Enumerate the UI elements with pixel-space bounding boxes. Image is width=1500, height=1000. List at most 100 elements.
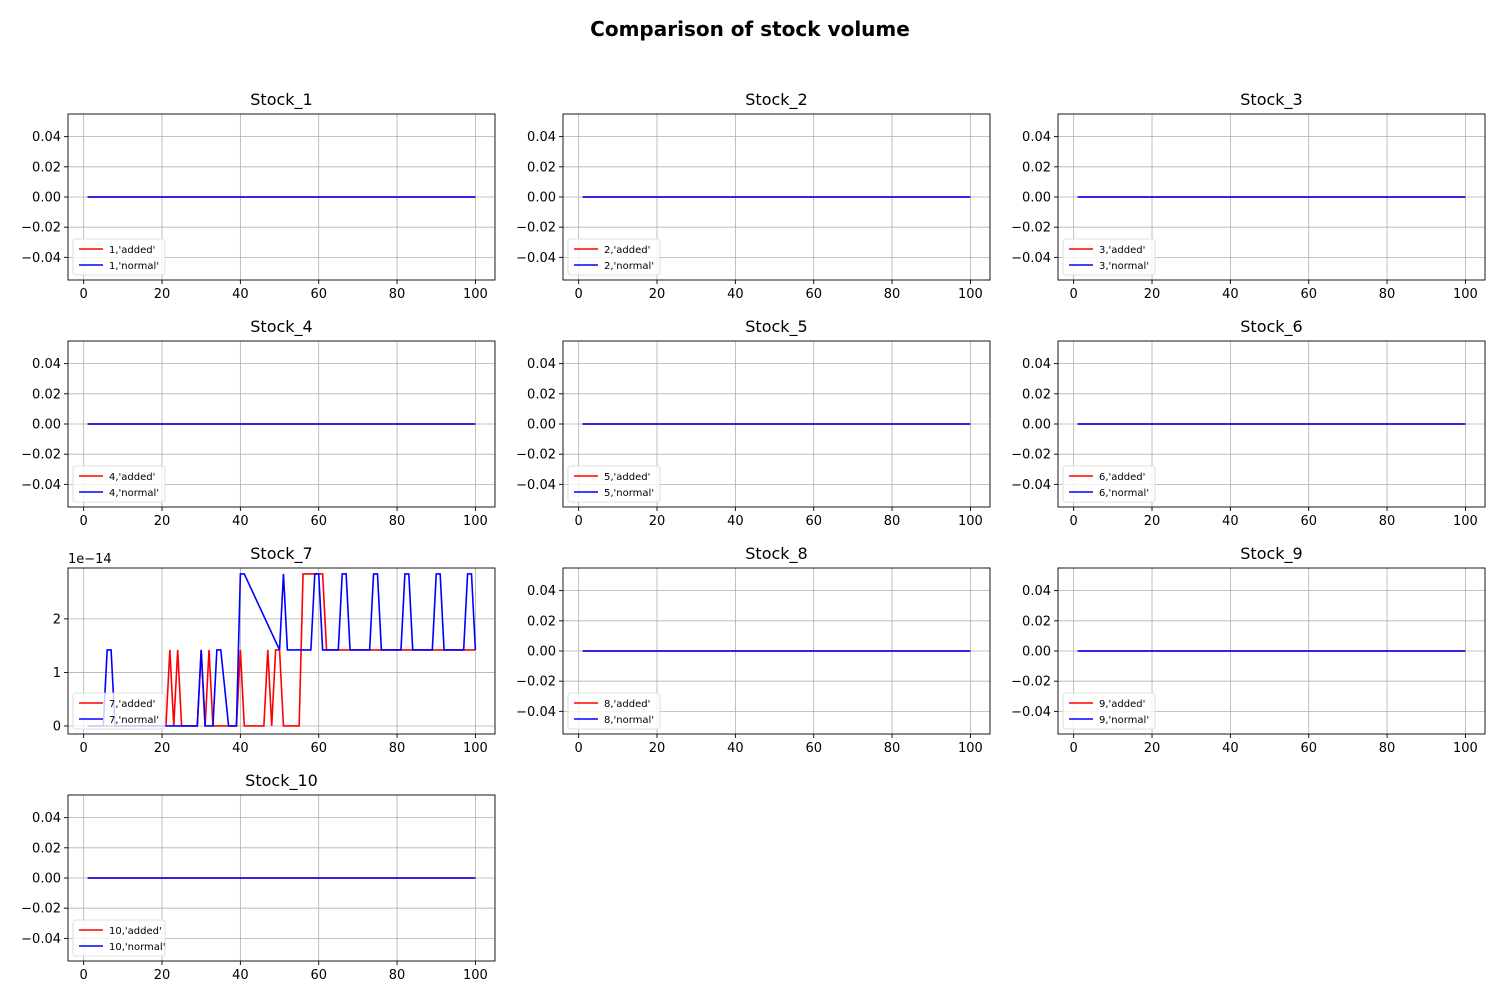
y-tick-label: −0.02 [516,221,556,236]
y-tick-label: 0.04 [1022,357,1051,372]
legend: 10,'added' 10,'normal' [72,919,165,957]
axes-frame [67,567,496,735]
subplot-10: 0 20 40 60 80 100 −0.04 −0.02 0.00 0.02 0.04 Stock_… [21,771,496,983]
legend: 7,'added' 7,'normal' [72,692,166,730]
y-tick-label: 0.00 [1022,645,1051,660]
x-tick-label: 60 [805,514,822,529]
y-tick-label: −0.02 [1011,221,1051,236]
x-tick-label: 100 [1453,741,1478,756]
legend-label: 4,'normal' [109,488,159,499]
legend-label: 7,'added' [109,699,155,710]
legend-box [1062,465,1156,503]
subplot-title: Stock_7 [250,544,312,564]
x-tick-label: 80 [1379,514,1396,529]
y-tick-label: −0.02 [1011,675,1051,690]
x-tick-label: 0 [1070,514,1078,529]
y-tick-label: 0.04 [527,130,556,145]
y-tick-label: 0.00 [527,645,556,660]
subplot-3: 0 20 40 60 80 100 −0.04 −0.02 0.00 0.02 0.04 Stock_… [1011,90,1486,302]
y-tick-label: 0.04 [1022,130,1051,145]
y-tick-label: −0.04 [516,705,556,720]
x-tick-label: 40 [232,741,249,756]
x-tick-label: 100 [958,287,983,302]
legend-label: 4,'added' [109,472,155,483]
y-tick-label: −0.02 [21,902,61,917]
legend: 5,'added' 5,'normal' [567,465,661,503]
y-tick-label: 0.02 [32,841,61,856]
y-tick-label: 0.02 [32,160,61,175]
subplot-1: 0 20 40 60 80 100 −0.04 −0.02 0.00 0.02 0.04 Stock_… [21,90,496,302]
legend-label: 8,'added' [604,699,650,710]
subplot-9: 0 20 40 60 80 100 −0.04 −0.02 0.00 0.02 0.04 Stock_… [1011,544,1486,756]
y-tick-label: 0.04 [32,811,61,826]
x-tick-label: 100 [463,514,488,529]
y-tick-label: 0.04 [1022,584,1051,599]
y-tick-label: −0.02 [21,221,61,236]
subplot-title: Stock_5 [745,317,807,337]
subplot-title: Stock_4 [250,317,312,337]
y-offset-label: 1e−14 [68,552,112,567]
y-tick-label: 0.04 [527,357,556,372]
y-tick-label: −0.04 [21,478,61,493]
x-tick-label: 100 [463,741,488,756]
y-tick-label: 0.04 [527,584,556,599]
subplot-title: Stock_6 [1240,317,1302,337]
legend-box [567,465,661,503]
legend-box [72,238,166,276]
x-tick-label: 60 [805,741,822,756]
legend-label: 3,'normal' [1099,261,1149,272]
legend-label: 2,'added' [604,245,650,256]
y-tick-label: −0.02 [516,448,556,463]
x-tick-label: 0 [80,514,88,529]
subplot-title: Stock_8 [745,544,807,564]
legend-box [1062,238,1156,276]
x-tick-label: 20 [1144,741,1161,756]
x-tick-label: 20 [649,287,666,302]
y-tick-label: 0.02 [32,387,61,402]
legend-label: 5,'normal' [604,488,654,499]
y-tick-label: 2 [53,612,61,627]
legend-box [1062,692,1156,730]
x-tick-label: 60 [310,741,327,756]
legend-box [72,465,166,503]
legend-box [72,692,166,730]
y-tick-label: 0.04 [32,130,61,145]
legend: 2,'added' 2,'normal' [567,238,661,276]
subplot-title: Stock_9 [1240,544,1302,564]
y-tick-label: 0 [53,719,61,734]
x-tick-label: 40 [1222,514,1239,529]
x-tick-label: 40 [727,741,744,756]
x-tick-label: 60 [310,514,327,529]
x-tick-label: 80 [389,741,406,756]
y-tick-label: 0.00 [1022,191,1051,206]
y-tick-label: −0.02 [516,675,556,690]
y-tick-label: 0.04 [32,357,61,372]
x-tick-label: 0 [1070,741,1078,756]
x-tick-label: 80 [884,287,901,302]
subplot-title: Stock_2 [745,90,807,110]
x-tick-label: 0 [80,968,88,983]
y-tick-label: −0.02 [1011,448,1051,463]
legend: 8,'added' 8,'normal' [567,692,661,730]
x-tick-label: 100 [463,287,488,302]
y-tick-label: 0.00 [1022,418,1051,433]
series-line [87,573,477,727]
x-tick-label: 0 [575,287,583,302]
y-tick-label: 0.02 [1022,160,1051,175]
subplot-title: Stock_1 [250,90,312,110]
legend-label: 5,'added' [604,472,650,483]
subplot-5: 0 20 40 60 80 100 −0.04 −0.02 0.00 0.02 0.04 Stock_… [516,317,991,529]
legend-box [567,238,661,276]
legend-label: 2,'normal' [604,261,654,272]
x-tick-label: 60 [1300,514,1317,529]
x-tick-label: 100 [958,741,983,756]
y-tick-label: 0.00 [32,191,61,206]
legend-label: 6,'normal' [1099,488,1149,499]
x-tick-label: 0 [575,514,583,529]
series-line [87,573,476,727]
x-tick-label: 80 [884,514,901,529]
legend-label: 10,'added' [109,926,162,937]
subplot-6: 0 20 40 60 80 100 −0.04 −0.02 0.00 0.02 0.04 Stock_… [1011,317,1486,529]
y-tick-label: 0.00 [32,872,61,887]
